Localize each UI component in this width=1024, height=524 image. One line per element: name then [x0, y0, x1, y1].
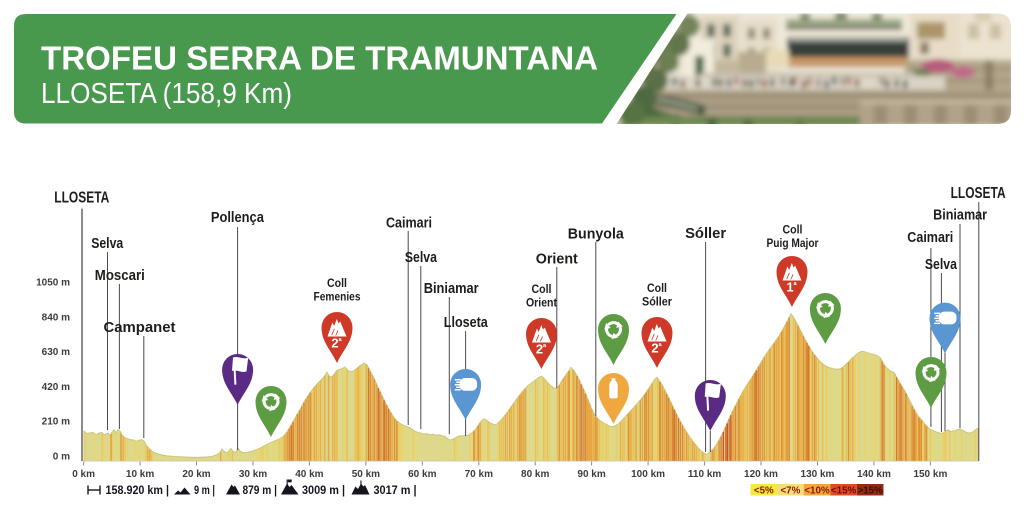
svg-text:1ª: 1ª: [786, 280, 797, 295]
svg-text:Pollença: Pollença: [211, 209, 264, 226]
svg-text:Caimari: Caimari: [907, 229, 953, 246]
svg-text:Coll: Coll: [783, 223, 803, 237]
svg-text:<15%: <15%: [831, 485, 857, 496]
svg-text:158.920 km |: 158.920 km |: [106, 485, 170, 497]
svg-text:<10%: <10%: [804, 485, 830, 496]
svg-text:Sóller: Sóller: [642, 294, 672, 308]
svg-text:9 m |: 9 m |: [194, 485, 215, 497]
svg-text:Caimari: Caimari: [386, 215, 432, 232]
svg-text:1050 m: 1050 m: [36, 278, 70, 289]
svg-text:150 km: 150 km: [913, 469, 947, 480]
svg-text:2ª: 2ª: [651, 341, 662, 356]
svg-text:100 km: 100 km: [631, 469, 665, 480]
svg-text:3017 m |: 3017 m |: [374, 485, 417, 497]
svg-text:879 m |: 879 m |: [243, 485, 278, 497]
svg-text:840 m: 840 m: [42, 312, 70, 323]
svg-text:<7%: <7%: [780, 485, 800, 496]
svg-text:Femenies: Femenies: [314, 289, 361, 303]
svg-text:>15%: >15%: [858, 485, 884, 496]
svg-text:210 m: 210 m: [42, 417, 70, 428]
svg-text:Selva: Selva: [405, 249, 437, 266]
svg-text:LLOSETA (158,9 Km): LLOSETA (158,9 Km): [41, 78, 292, 110]
svg-text:0 m: 0 m: [53, 452, 70, 463]
svg-text:Moscari: Moscari: [95, 267, 145, 284]
svg-text:Puig Major: Puig Major: [767, 236, 819, 250]
svg-text:10 km: 10 km: [126, 469, 154, 480]
svg-text:Coll: Coll: [647, 281, 667, 295]
svg-text:Sóller: Sóller: [685, 225, 726, 242]
svg-text:Selva: Selva: [91, 235, 123, 252]
svg-text:Selva: Selva: [925, 256, 957, 273]
svg-text:Orient: Orient: [536, 251, 578, 268]
svg-text:Biniamar: Biniamar: [933, 207, 987, 224]
svg-text:LLOSETA: LLOSETA: [54, 189, 109, 206]
svg-text:140 km: 140 km: [857, 469, 891, 480]
svg-text:LLOSETA: LLOSETA: [951, 185, 1006, 202]
svg-text:420 m: 420 m: [42, 382, 70, 393]
svg-text:Campanet: Campanet: [104, 319, 176, 336]
svg-text:<5%: <5%: [754, 485, 774, 496]
svg-text:110 km: 110 km: [688, 469, 721, 480]
svg-text:3009 m |: 3009 m |: [302, 485, 345, 497]
svg-text:20 km: 20 km: [182, 469, 210, 480]
svg-text:Coll: Coll: [532, 282, 552, 296]
svg-text:TROFEU SERRA DE TRAMUNTANA: TROFEU SERRA DE TRAMUNTANA: [41, 41, 598, 78]
svg-text:630 m: 630 m: [42, 347, 70, 358]
svg-text:130 km: 130 km: [801, 469, 835, 480]
svg-text:Coll: Coll: [327, 276, 347, 290]
svg-text:70 km: 70 km: [465, 469, 493, 480]
svg-text:Bunyola: Bunyola: [568, 226, 625, 243]
svg-text:90 km: 90 km: [577, 469, 605, 480]
svg-text:Lloseta: Lloseta: [444, 314, 488, 331]
svg-text:120 km: 120 km: [744, 469, 778, 480]
svg-text:0 km: 0 km: [72, 469, 95, 480]
svg-text:2ª: 2ª: [331, 336, 342, 351]
svg-text:50 km: 50 km: [352, 469, 380, 480]
svg-text:40 km: 40 km: [295, 469, 323, 480]
svg-text:80 km: 80 km: [521, 469, 549, 480]
svg-text:60 km: 60 km: [408, 469, 436, 480]
svg-text:2ª: 2ª: [536, 342, 547, 357]
svg-text:30 km: 30 km: [239, 469, 267, 480]
svg-text:Biniamar: Biniamar: [424, 280, 479, 297]
svg-text:Orient: Orient: [526, 295, 557, 309]
